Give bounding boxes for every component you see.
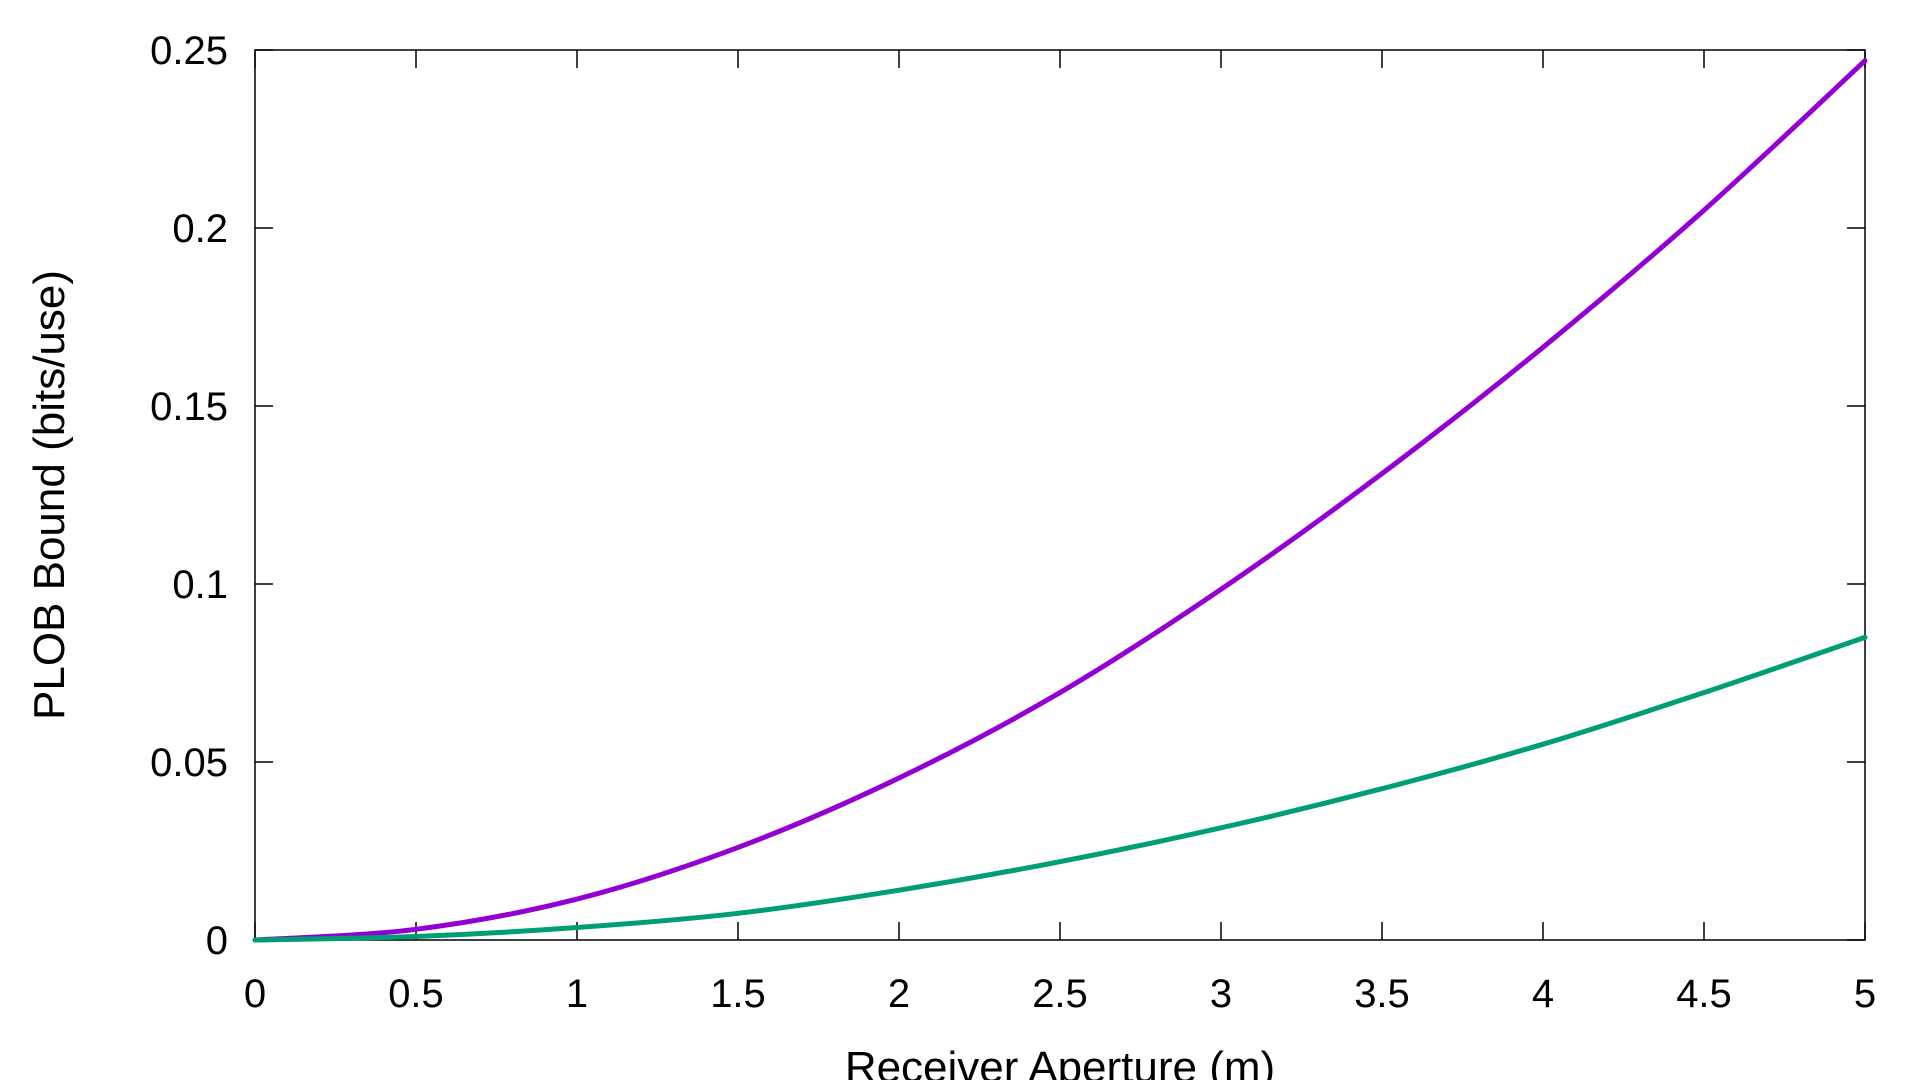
x-tick-label: 5: [1854, 972, 1876, 1016]
x-tick-label: 1.5: [710, 972, 766, 1016]
x-tick-label: 0.5: [388, 972, 444, 1016]
x-tick-label: 2.5: [1032, 972, 1088, 1016]
x-tick-label: 2: [888, 972, 910, 1016]
y-tick-label: 0: [206, 919, 228, 963]
x-axis: 0 0.5 1 1.5 2 2.5 3 3.5 4 4.5 5: [244, 50, 1876, 1016]
x-tick-label: 1: [566, 972, 588, 1016]
y-tick-label: 0.1: [172, 563, 228, 607]
series-line-1: [252, 58, 1868, 943]
x-tick-label: 3.5: [1354, 972, 1410, 1016]
y-axis: 0 0.05 0.1 0.15 0.2 0.25: [150, 29, 1865, 963]
x-tick-label: 4.5: [1676, 972, 1732, 1016]
x-axis-label: Receiver Aperture (m): [845, 1043, 1275, 1080]
y-tick-label: 0.25: [150, 29, 228, 73]
y-tick-label: 0.05: [150, 741, 228, 785]
x-tick-label: 4: [1532, 972, 1554, 1016]
series-line-2: [252, 634, 1868, 943]
x-tick-label: 3: [1210, 972, 1232, 1016]
y-tick-label: 0.2: [172, 207, 228, 251]
x-tick-label: 0: [244, 972, 266, 1016]
series-group: [252, 58, 1868, 943]
y-axis-label: PLOB Bound (bits/use): [25, 270, 74, 720]
y-tick-label: 0.15: [150, 385, 228, 429]
plot-frame: [254, 49, 1866, 941]
